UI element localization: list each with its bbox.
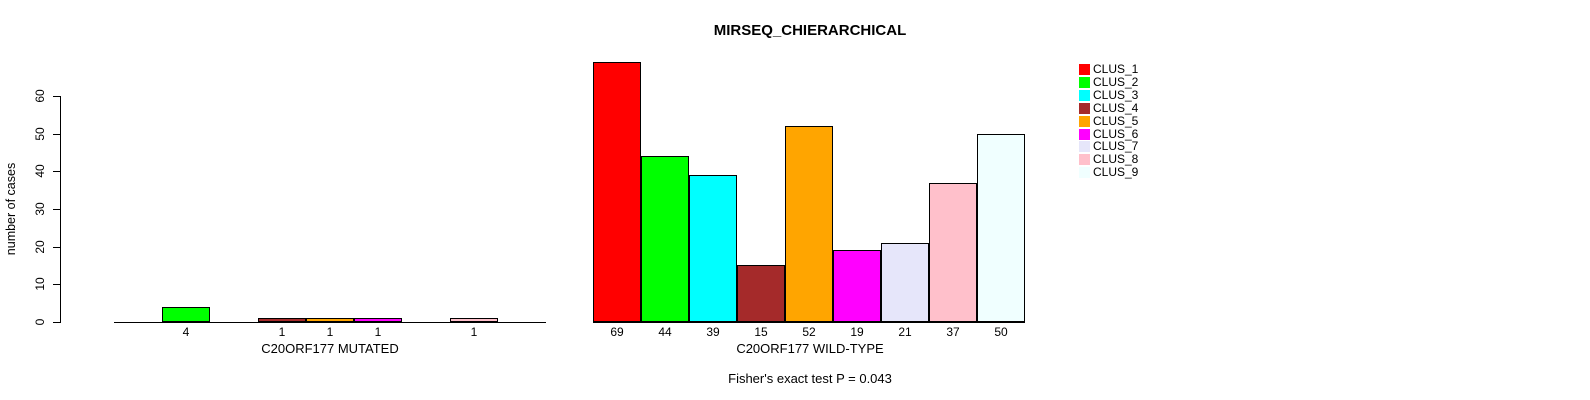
legend-swatch-CLUS_8: [1079, 154, 1090, 166]
legend-swatch-CLUS_3: [1079, 89, 1090, 101]
bar-value-label: 39: [706, 325, 720, 339]
bar-value-label: 15: [754, 325, 768, 339]
bar-value-label: 44: [658, 325, 672, 339]
legend-label-CLUS_6: CLUS_6: [1093, 126, 1139, 141]
x-baseline: [114, 322, 546, 323]
bar-CLUS_8: [450, 318, 498, 322]
legend-swatch-CLUS_2: [1079, 76, 1090, 88]
legend-label-CLUS_7: CLUS_7: [1093, 139, 1139, 154]
legend-swatch-CLUS_9: [1079, 167, 1090, 179]
bar-CLUS_5: [785, 126, 833, 322]
legend-swatch-CLUS_1: [1079, 64, 1090, 75]
bar-CLUS_7: [881, 242, 929, 322]
legend-label-CLUS_4: CLUS_4: [1093, 100, 1139, 115]
bar-value-label: 4: [182, 325, 190, 339]
fisher-test-annotation: Fisher's exact test P = 0.043: [728, 371, 892, 386]
bar-CLUS_4: [737, 265, 785, 322]
xlabel-mutated: C20ORF177 MUTATED: [261, 341, 399, 356]
bar-CLUS_5: [306, 318, 354, 322]
y-axis-tick-label: 30: [33, 202, 47, 216]
y-axis-tick: [53, 171, 60, 172]
y-axis-tick-label: 20: [33, 240, 47, 254]
legend-label-CLUS_3: CLUS_3: [1093, 87, 1139, 102]
bar-value-label: 37: [946, 325, 960, 339]
y-axis-tick: [53, 247, 60, 248]
bar-value-label: 50: [994, 325, 1008, 339]
bar-value-label: 52: [802, 325, 816, 339]
legend-swatch-CLUS_7: [1079, 141, 1090, 153]
legend-label-CLUS_8: CLUS_8: [1093, 152, 1139, 167]
legend-swatch-CLUS_6: [1079, 128, 1090, 140]
legend-label-CLUS_2: CLUS_2: [1093, 74, 1139, 89]
legend-label-CLUS_5: CLUS_5: [1093, 113, 1139, 128]
legend-swatch-CLUS_5: [1079, 115, 1090, 127]
legend-label-CLUS_9: CLUS_9: [1093, 165, 1139, 180]
y-axis-tick-label: 60: [33, 89, 47, 103]
y-axis-tick-label: 40: [33, 164, 47, 178]
legend-label-CLUS_1: CLUS_1: [1093, 62, 1139, 76]
y-axis-tick-label: 50: [33, 127, 47, 141]
x-baseline: [593, 322, 1025, 323]
y-axis-tick: [53, 96, 60, 97]
y-axis-tick-label: 0: [33, 318, 47, 326]
bar-CLUS_1: [593, 62, 641, 322]
bar-CLUS_4: [258, 318, 306, 322]
y-axis-tick: [53, 209, 60, 210]
bar-CLUS_9: [977, 133, 1025, 322]
xlabel-wildtype: C20ORF177 WILD-TYPE: [736, 341, 884, 356]
y-axis-title: number of cases: [4, 162, 18, 256]
bar-CLUS_3: [689, 175, 737, 322]
y-axis-tick: [53, 322, 60, 323]
bar-CLUS_2: [641, 156, 689, 322]
y-axis-line: [60, 95, 61, 323]
legend-swatch-CLUS_4: [1079, 102, 1090, 114]
bar-CLUS_6: [354, 318, 402, 322]
chart-title: MIRSEQ_CHIERARCHICAL: [713, 22, 907, 39]
bar-value-label: 1: [326, 325, 334, 339]
bar-value-label: 19: [850, 325, 864, 339]
bar-value-label: 1: [374, 325, 382, 339]
bar-CLUS_2: [162, 306, 210, 322]
bar-CLUS_8: [929, 182, 977, 322]
bar-value-label: 69: [610, 325, 624, 339]
y-axis-tick: [53, 134, 60, 135]
y-axis-tick: [53, 284, 60, 285]
y-axis-tick-label: 10: [33, 277, 47, 291]
bar-CLUS_6: [833, 250, 881, 322]
bar-value-label: 21: [898, 325, 912, 339]
bar-value-label: 1: [470, 325, 478, 339]
bar-value-label: 1: [278, 325, 286, 339]
